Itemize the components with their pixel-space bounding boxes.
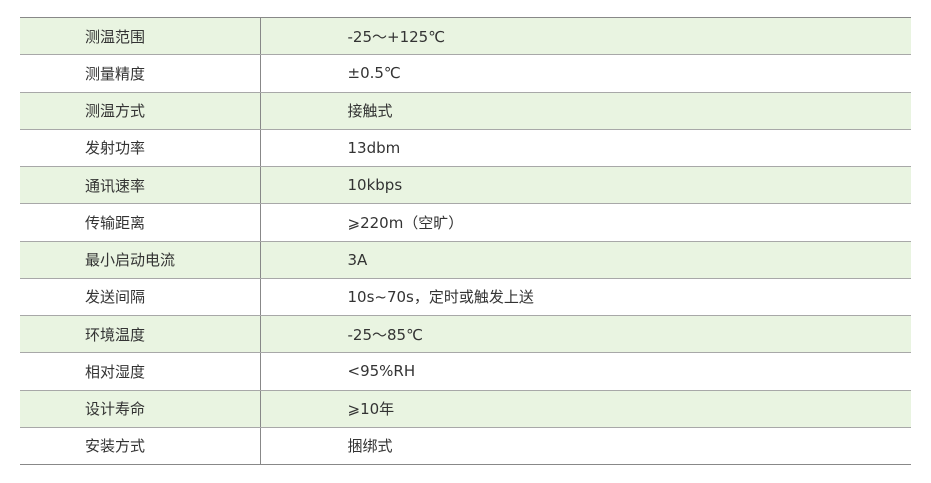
table-row: 测温范围 -25～+125℃ bbox=[20, 16, 911, 56]
table-row: 设计寿命 ⩾10年 bbox=[20, 389, 911, 428]
spec-value: 10kbps bbox=[260, 165, 911, 205]
table-row: 测量精度 ±0.5℃ bbox=[20, 54, 911, 93]
spec-label: 环境温度 bbox=[20, 314, 261, 354]
spec-value: -25～85℃ bbox=[260, 314, 911, 354]
spec-value: ±0.5℃ bbox=[260, 54, 911, 93]
spec-value: 接触式 bbox=[260, 91, 911, 130]
spec-value: 13dbm bbox=[260, 128, 911, 168]
spec-label: 测温范围 bbox=[20, 16, 261, 56]
spec-label: 测温方式 bbox=[20, 91, 261, 130]
table-row: 测温方式 接触式 bbox=[20, 91, 911, 130]
spec-label: 传输距离 bbox=[20, 203, 261, 242]
spec-label: 安装方式 bbox=[20, 426, 261, 466]
spec-label: 相对湿度 bbox=[20, 352, 261, 391]
spec-label: 最小启动电流 bbox=[20, 240, 261, 279]
spec-label: 测量精度 bbox=[20, 54, 261, 93]
spec-label: 发射功率 bbox=[20, 128, 261, 168]
spec-value: <95%RH bbox=[260, 352, 911, 391]
spec-label: 通讯速率 bbox=[20, 165, 261, 205]
spec-label: 发送间隔 bbox=[20, 277, 261, 317]
table-row: 环境温度 -25～85℃ bbox=[20, 314, 911, 354]
spec-value: 捆绑式 bbox=[260, 426, 911, 466]
table-row: 相对湿度 <95%RH bbox=[20, 352, 911, 391]
table-row: 最小启动电流 3A bbox=[20, 240, 911, 279]
spec-value: ⩾220m（空旷） bbox=[260, 203, 911, 242]
spec-value: -25～+125℃ bbox=[260, 16, 911, 56]
spec-label: 设计寿命 bbox=[20, 389, 261, 428]
spec-value: 3A bbox=[260, 240, 911, 279]
table-row: 传输距离 ⩾220m（空旷） bbox=[20, 203, 911, 242]
table-row: 通讯速率 10kbps bbox=[20, 165, 911, 205]
spec-table: 测温范围 -25～+125℃ 测量精度 ±0.5℃ 测温方式 接触式 发射功率 13dbm 通讯… bbox=[20, 16, 911, 466]
table-row: 发送间隔 10s~70s，定时或触发上送 bbox=[20, 277, 911, 317]
table-row: 安装方式 捆绑式 bbox=[20, 426, 911, 466]
spec-value: 10s~70s，定时或触发上送 bbox=[260, 277, 911, 317]
table-row: 发射功率 13dbm bbox=[20, 128, 911, 168]
spec-value: ⩾10年 bbox=[260, 389, 911, 428]
